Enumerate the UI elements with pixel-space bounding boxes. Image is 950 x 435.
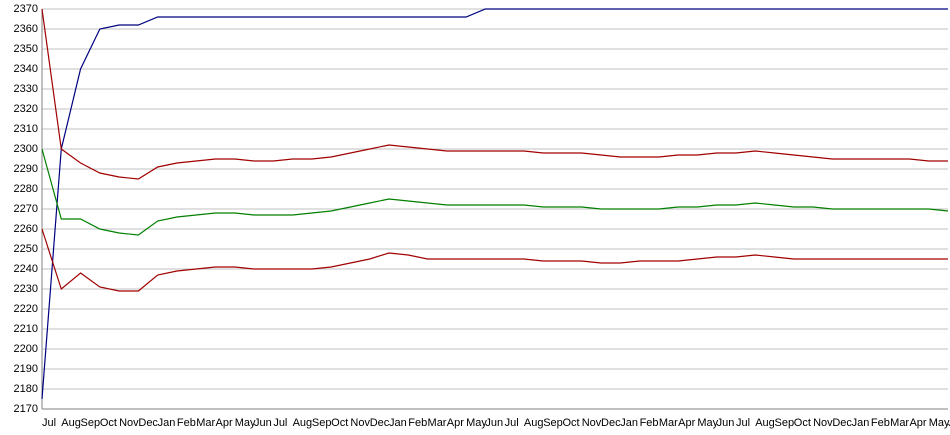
x-tick-label: Jan: [852, 417, 870, 429]
y-tick-label: 2240: [14, 263, 38, 275]
x-tick-label: Aug: [61, 417, 81, 429]
x-tick-label: Mar: [890, 417, 909, 429]
x-tick-label: Oct: [331, 417, 348, 429]
x-tick-label: Apr: [215, 417, 232, 429]
y-tick-label: 2270: [14, 203, 38, 215]
x-tick-label: Sep: [81, 417, 101, 429]
x-tick-label: Sep: [775, 417, 795, 429]
x-tick-label: Dec: [832, 417, 852, 429]
x-tick-label: Nov: [119, 417, 139, 429]
x-tick-label: Nov: [813, 417, 833, 429]
x-tick-label: Jan: [620, 417, 638, 429]
x-tick-label: Mar: [659, 417, 678, 429]
x-tick-label: May: [929, 417, 950, 429]
y-tick-label: 2320: [14, 103, 38, 115]
x-tick-label: Apr: [447, 417, 464, 429]
series-line: [41, 148, 949, 236]
y-tick-label: 2310: [14, 123, 38, 135]
x-tick-label: Sep: [312, 417, 332, 429]
y-tick-label: 2300: [14, 143, 38, 155]
y-tick-label: 2360: [14, 23, 38, 35]
x-tick-label: Jul: [505, 417, 519, 429]
x-tick-label: Nov: [350, 417, 370, 429]
series-line: [41, 8, 948, 180]
x-tick-label: Jul: [273, 417, 287, 429]
x-tick-label: May: [697, 417, 718, 429]
x-tick-label: May: [235, 417, 256, 429]
x-tick-label: Aug: [755, 417, 775, 429]
x-tick-label: Feb: [177, 417, 196, 429]
x-tick-label: Oct: [100, 417, 117, 429]
x-tick-label: Jun: [717, 417, 735, 429]
series-line: [41, 8, 948, 400]
y-tick-label: 2340: [14, 63, 38, 75]
x-tick-label: Oct: [562, 417, 579, 429]
x-tick-label: Mar: [196, 417, 215, 429]
x-tick-label: Feb: [408, 417, 427, 429]
x-tick-label: Sep: [543, 417, 563, 429]
x-tick-label: Dec: [138, 417, 158, 429]
y-tick-label: 2200: [14, 343, 38, 355]
y-tick-label: 2290: [14, 163, 38, 175]
y-tick-label: 2210: [14, 323, 38, 335]
x-tick-label: Mar: [428, 417, 447, 429]
x-tick-label: Apr: [909, 417, 926, 429]
y-tick-label: 2280: [14, 183, 38, 195]
x-tick-label: Jun: [485, 417, 503, 429]
x-tick-label: Jul: [736, 417, 750, 429]
x-tick-label: Oct: [794, 417, 811, 429]
x-tick-label: Jul: [42, 417, 56, 429]
x-tick-label: Feb: [871, 417, 890, 429]
x-tick-label: Aug: [524, 417, 544, 429]
y-tick-label: 2260: [14, 223, 38, 235]
y-tick-label: 2190: [14, 363, 38, 375]
y-tick-label: 2170: [14, 403, 38, 415]
series-line: [41, 228, 948, 292]
y-tick-label: 2350: [14, 43, 38, 55]
y-tick-label: 2370: [14, 3, 38, 15]
x-tick-label: Jan: [389, 417, 407, 429]
y-tick-label: 2180: [14, 383, 38, 395]
y-tick-label: 2330: [14, 83, 38, 95]
x-tick-label: Jun: [254, 417, 272, 429]
x-tick-label: Nov: [582, 417, 602, 429]
y-tick-label: 2230: [14, 283, 38, 295]
x-tick-label: Dec: [370, 417, 390, 429]
x-tick-label: Jun: [948, 417, 950, 429]
x-tick-label: Jan: [158, 417, 176, 429]
y-tick-label: 2250: [14, 243, 38, 255]
y-tick-label: 2220: [14, 303, 38, 315]
x-tick-label: Apr: [678, 417, 695, 429]
x-tick-label: Dec: [601, 417, 621, 429]
x-tick-label: May: [466, 417, 487, 429]
x-tick-label: Feb: [640, 417, 659, 429]
x-tick-label: Aug: [293, 417, 313, 429]
